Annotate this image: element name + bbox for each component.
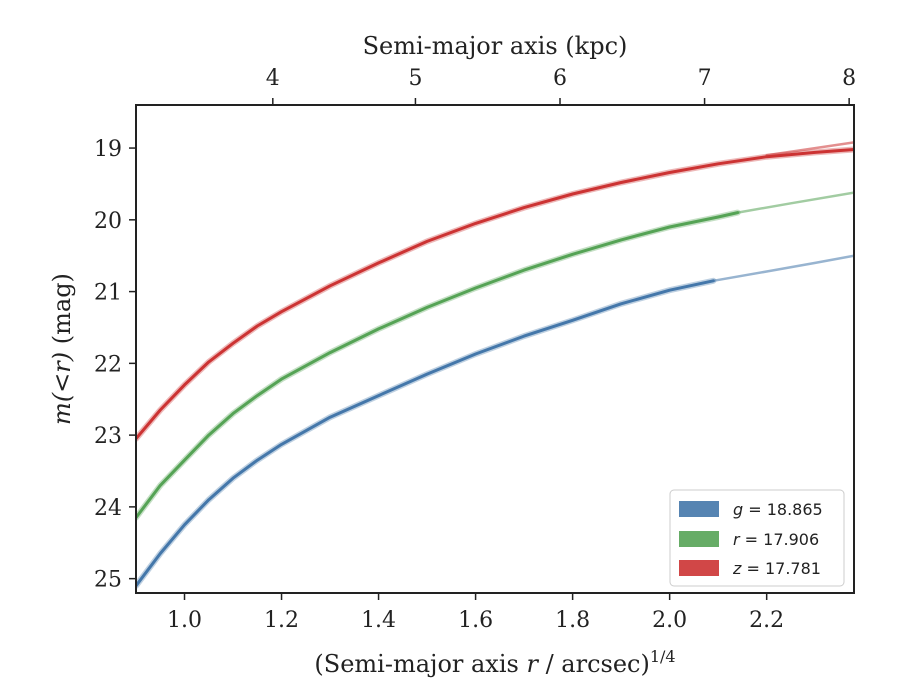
series-lines — [136, 141, 854, 589]
x-axis-title: (Semi-major axis r / arcsec)1/4 — [314, 647, 675, 678]
y-tick-label: 19 — [94, 137, 122, 162]
y-axis-title-suffix: (mag) — [48, 273, 76, 352]
x-tick-label: 1.6 — [458, 608, 493, 633]
x-axis-title-prefix: (Semi-major axis — [314, 650, 526, 678]
legend-label-g: g = 18.865 — [733, 500, 823, 519]
x-tick-label: 2.0 — [652, 608, 687, 633]
x-axis-title-var: r — [526, 650, 539, 678]
legend-value-z: 17.781 — [765, 559, 821, 578]
legend-label-r: r = 17.906 — [733, 530, 819, 549]
y-tick-label: 25 — [94, 568, 122, 593]
top-tick-label: 4 — [266, 66, 280, 91]
series-r-line — [136, 211, 740, 520]
series-r-extension — [736, 191, 854, 214]
legend-swatch-r — [679, 531, 719, 547]
legend-band-r: r — [733, 530, 741, 549]
x-tick-label: 1.2 — [264, 608, 299, 633]
x-tick-label: 1.0 — [167, 608, 202, 633]
series-z-extension — [765, 141, 854, 157]
y-axis-title: m(<r) (mag) — [48, 273, 76, 425]
legend-band-z: z — [732, 559, 742, 578]
legend-eq-g: = — [743, 500, 767, 519]
x-tick-label: 1.8 — [555, 608, 590, 633]
top-tick-label: 7 — [698, 66, 712, 91]
legend-eq-z: = — [741, 559, 765, 578]
legend-label-z: z = 17.781 — [732, 559, 821, 578]
top-tick-label: 6 — [553, 66, 567, 91]
legend-eq-r: = — [740, 530, 764, 549]
x-tick-label: 1.4 — [361, 608, 396, 633]
legend-swatch-z — [679, 560, 719, 576]
legend-swatch-g — [679, 501, 719, 517]
legend: g = 18.865 r = 17.906 z = 17.781 — [669, 489, 845, 587]
y-tick-label: 23 — [94, 424, 122, 449]
x-axis-title-suffix: / arcsec) — [538, 650, 650, 678]
legend-value-g: 18.865 — [767, 500, 823, 519]
axis-ticks: 1.0 1.2 1.4 1.6 1.8 2.0 2.2 19 20 21 22 23 24 25 4 5 6 7 8 — [94, 66, 856, 633]
y-tick-label: 21 — [94, 281, 122, 306]
legend-value-r: 17.906 — [763, 530, 819, 549]
series-g-extension — [712, 254, 854, 283]
x-axis-title-superscript: 1/4 — [650, 647, 676, 666]
y-tick-label: 20 — [94, 209, 122, 234]
top-tick-label: 5 — [408, 66, 422, 91]
series-z-line — [136, 148, 854, 441]
y-tick-label: 24 — [94, 496, 122, 521]
top-axis-title: Semi-major axis (kpc) — [363, 32, 628, 60]
plot-frame — [135, 104, 855, 594]
y-axis-title-var: m(<r) — [48, 352, 76, 425]
top-tick-label: 8 — [842, 66, 856, 91]
x-tick-label: 2.2 — [749, 608, 784, 633]
y-tick-label: 22 — [94, 352, 122, 377]
series-g-line — [136, 279, 715, 588]
legend-band-g: g — [733, 500, 743, 519]
